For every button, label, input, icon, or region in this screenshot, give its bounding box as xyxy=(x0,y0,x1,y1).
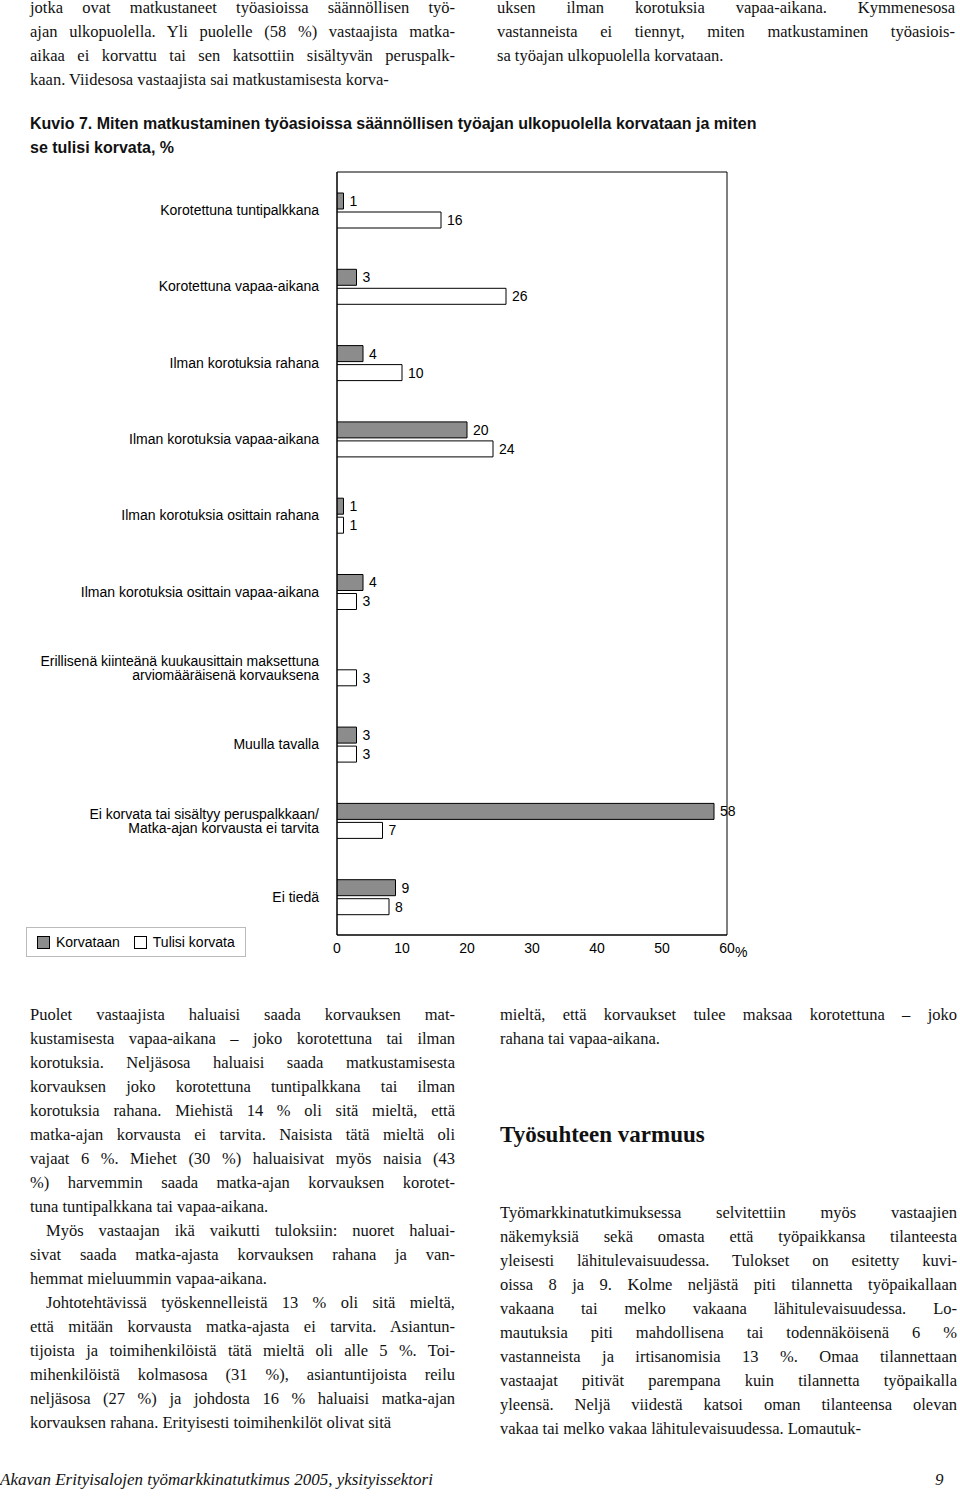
svg-text:Korotettuna tuntipalkkana: Korotettuna tuntipalkkana xyxy=(160,202,319,218)
svg-text:Ilman korotuksia osittain raha: Ilman korotuksia osittain rahana xyxy=(121,507,319,523)
html-text:vastanneista ja irtisanomisia: vastanneista ja irtisanomisia 13 %. Omaa… xyxy=(500,1347,957,1366)
svg-text:10: 10 xyxy=(408,365,424,381)
svg-text:3: 3 xyxy=(363,269,371,285)
html-text:Kuvio 7. Miten matkustaminen t: Kuvio 7. Miten matkustaminen työasioissa… xyxy=(30,115,757,156)
html-text:sivat saada matka-ajasta korva: sivat saada matka-ajasta korvauksen raha… xyxy=(30,1245,455,1264)
html-text:kustamisesta vapaa-aikana – jo: kustamisesta vapaa-aikana – joko korotet… xyxy=(30,1029,455,1048)
svg-text:1: 1 xyxy=(350,193,358,209)
html-text:ajan ulkopuolella. Yli puolell: ajan ulkopuolella. Yli puolelle (58 %) v… xyxy=(30,22,455,41)
svg-text:Ilman korotuksia osittain vapa: Ilman korotuksia osittain vapaa-aikana xyxy=(81,584,319,600)
html-text:näkemyksiä sekä omasta että ty: näkemyksiä sekä omasta että työpaikkansa… xyxy=(500,1227,957,1246)
svg-text:Erillisenä kiinteänä kuukausit: Erillisenä kiinteänä kuukausittain makse… xyxy=(40,653,319,683)
html-text:Korvataan: Korvataan xyxy=(56,934,120,950)
svg-text:40: 40 xyxy=(589,940,605,956)
svg-text:Ilman korotuksia rahana: Ilman korotuksia rahana xyxy=(170,355,320,371)
svg-text:10: 10 xyxy=(394,940,410,956)
html-text:vastaajat pitivät parempana ku: vastaajat pitivät parempana kuin tilanne… xyxy=(500,1371,957,1390)
svg-text:3: 3 xyxy=(363,670,371,686)
svg-text:50: 50 xyxy=(654,940,670,956)
html-text:mautuksia piti mahdollisena ta: mautuksia piti mahdollisena tai todennäk… xyxy=(500,1323,957,1342)
html-text:vakaa tai melko vakaa lähitule: vakaa tai melko vakaa lähitulevaisuudess… xyxy=(500,1419,861,1438)
html-text:mihenkilöistä kolmasosa (31 %): mihenkilöistä kolmasosa (31 %), asiantun… xyxy=(30,1365,455,1384)
html-text:yleisesti lähitulevaisuudessa.: yleisesti lähitulevaisuudessa. Tulokset … xyxy=(500,1251,957,1270)
svg-text:9: 9 xyxy=(402,880,410,896)
svg-text:%: % xyxy=(735,944,747,960)
html-text:sa työajan ulkopuolella korvat: sa työajan ulkopuolella korvataan. xyxy=(497,46,724,65)
svg-text:Muulla tavalla: Muulla tavalla xyxy=(233,736,319,752)
html-text:Myös vastaajan ikä vaikutti tu: Myös vastaajan ikä vaikutti tuloksiin: n… xyxy=(46,1221,455,1240)
html-text:matka-ajan korvausta ei tarvit: matka-ajan korvausta ei tarvita. Naisist… xyxy=(30,1125,455,1144)
html-text:kaan. Viidesosa vastaajista sa: kaan. Viidesosa vastaajista sai matkusta… xyxy=(30,70,389,89)
html-text:vastanneista ei tiennyt, miten: vastanneista ei tiennyt, miten matkustam… xyxy=(497,22,955,41)
html-text:että mitään korvausta matka-aj: että mitään korvausta matka-ajasta ei ta… xyxy=(30,1317,455,1336)
svg-text:24: 24 xyxy=(499,441,515,457)
svg-text:Ilman korotuksia vapaa-aikana: Ilman korotuksia vapaa-aikana xyxy=(129,431,319,447)
html-text:%) harvemmin saada matka-ajan: %) harvemmin saada matka-ajan korvauksen… xyxy=(30,1173,455,1192)
html-text:Johtotehtävissä työskennelleis: Johtotehtävissä työskennelleistä 13 % ol… xyxy=(46,1293,455,1312)
svg-text:Ei korvata tai sisältyy perusp: Ei korvata tai sisältyy peruspalkkaan/Ma… xyxy=(89,806,319,836)
svg-text:30: 30 xyxy=(524,940,540,956)
html-text:9: 9 xyxy=(935,1470,944,1489)
svg-text:58: 58 xyxy=(720,803,736,819)
html-text:Akavan Erityisalojen työmarkki: Akavan Erityisalojen työmarkkinatutkimus… xyxy=(0,1470,433,1489)
html-text:neljäsosa (27 %) ja johdosta 1: neljäsosa (27 %) ja johdosta 16 % haluai… xyxy=(30,1389,455,1408)
svg-text:8: 8 xyxy=(395,899,403,915)
svg-text:0: 0 xyxy=(333,940,341,956)
svg-text:1: 1 xyxy=(350,517,358,533)
html-text:aikaa ei korvattu tai sen kats: aikaa ei korvattu tai sen katsottiin sis… xyxy=(30,46,455,65)
html-text:tuna tuntipalkkana tai vapaa-a: tuna tuntipalkkana tai vapaa-aikana. xyxy=(30,1197,269,1216)
html-text:rahana tai vapaa-aikana.: rahana tai vapaa-aikana. xyxy=(500,1029,660,1048)
html-text:korotuksia rahana. Miehistä 14: korotuksia rahana. Miehistä 14 % oli sit… xyxy=(30,1101,455,1120)
svg-text:4: 4 xyxy=(369,346,377,362)
svg-text:1: 1 xyxy=(350,498,358,514)
html-text:oissa 8 ja 9. Kolme neljästä p: oissa 8 ja 9. Kolme neljästä piti tilann… xyxy=(500,1275,957,1294)
svg-text:3: 3 xyxy=(363,746,371,762)
svg-text:60: 60 xyxy=(719,940,735,956)
svg-text:3: 3 xyxy=(363,727,371,743)
svg-text:16: 16 xyxy=(447,212,463,228)
html-text:yleensä. Neljä viidestä katsoi: yleensä. Neljä viidestä katsoi oman tila… xyxy=(500,1395,957,1414)
html-text:hemmat mieluummin vapaa-aikana: hemmat mieluummin vapaa-aikana. xyxy=(30,1269,267,1288)
html-text:korvauksen joko korotettuna tu: korvauksen joko korotettuna tuntipalkkan… xyxy=(30,1077,455,1096)
html-text:vajaat 6 %. Miehet (30 %) halu: vajaat 6 %. Miehet (30 %) haluaisivat my… xyxy=(30,1149,455,1168)
svg-text:20: 20 xyxy=(473,422,489,438)
html-text:korvauksen rahana. Erityisesti: korvauksen rahana. Erityisesti toimihenk… xyxy=(30,1413,392,1432)
html-text:tijoista ja toimihenkilöistä t: tijoista ja toimihenkilöistä tätä mieltä… xyxy=(30,1341,455,1360)
html-text:Työmarkkinatutkimuksessa selvi: Työmarkkinatutkimuksessa selvitettiin my… xyxy=(500,1203,957,1222)
svg-text:Korotettuna vapaa-aikana: Korotettuna vapaa-aikana xyxy=(159,278,320,294)
svg-text:Ei tiedä: Ei tiedä xyxy=(272,889,319,905)
html-text:korotuksia. Neljäsosa haluaisi: korotuksia. Neljäsosa haluaisi saada mat… xyxy=(30,1053,455,1072)
html-text:mieltä, että korvaukset tulee: mieltä, että korvaukset tulee maksaa kor… xyxy=(500,1005,957,1024)
svg-text:3: 3 xyxy=(363,593,371,609)
html-text:Puolet vastaajista haluaisi sa: Puolet vastaajista haluaisi saada korvau… xyxy=(30,1005,455,1024)
html-text:Tulisi korvata: Tulisi korvata xyxy=(152,934,235,950)
svg-text:26: 26 xyxy=(512,288,528,304)
html-text:Työsuhteen varmuus: Työsuhteen varmuus xyxy=(500,1122,705,1147)
svg-text:20: 20 xyxy=(459,940,475,956)
html-text:vakaana tai melko vakaana lähi: vakaana tai melko vakaana lähitulevaisuu… xyxy=(500,1299,957,1318)
svg-text:4: 4 xyxy=(369,574,377,590)
svg-text:7: 7 xyxy=(389,822,397,838)
